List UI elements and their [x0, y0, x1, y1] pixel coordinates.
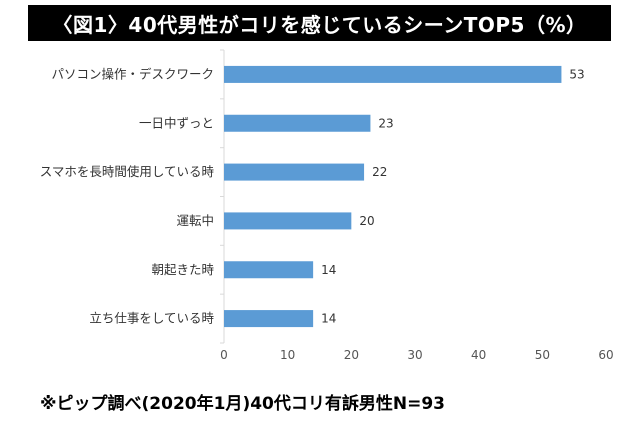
bar: [224, 310, 314, 328]
bar: [224, 212, 352, 230]
data-label: 22: [372, 165, 387, 179]
category-label: 立ち仕事をしている時: [89, 311, 214, 326]
bar: [224, 163, 365, 181]
category-label: スマホを長時間使用している時: [40, 164, 215, 179]
x-tick-label: 60: [598, 348, 613, 362]
source-footnote: ※ピップ調べ(2020年1月)40代コリ有訴男性N=93: [40, 394, 445, 414]
x-tick-label: 30: [407, 348, 422, 362]
x-tick-label: 10: [280, 348, 295, 362]
x-tick-label: 20: [344, 348, 359, 362]
data-label: 14: [321, 263, 336, 277]
data-label: 53: [569, 67, 584, 81]
chart-title: 〈図1〉40代男性がコリを感じているシーンTOP5（%）: [52, 12, 587, 37]
category-label: パソコン操作・デスクワーク: [51, 66, 214, 81]
data-label: 20: [359, 214, 374, 228]
bar: [224, 114, 371, 132]
data-label: 14: [321, 312, 336, 326]
x-tick-label: 0: [220, 348, 228, 362]
category-label: 一日中ずっと: [139, 115, 214, 130]
chart-title-banner: 〈図1〉40代男性がコリを感じているシーンTOP5（%）: [28, 5, 611, 41]
bar: [224, 261, 314, 279]
x-tick-label: 40: [471, 348, 486, 362]
bar: [224, 65, 562, 83]
category-label: 朝起きた時: [151, 262, 214, 277]
category-label: 運転中: [176, 213, 214, 228]
x-tick-label: 50: [535, 348, 550, 362]
data-label: 23: [378, 116, 393, 130]
